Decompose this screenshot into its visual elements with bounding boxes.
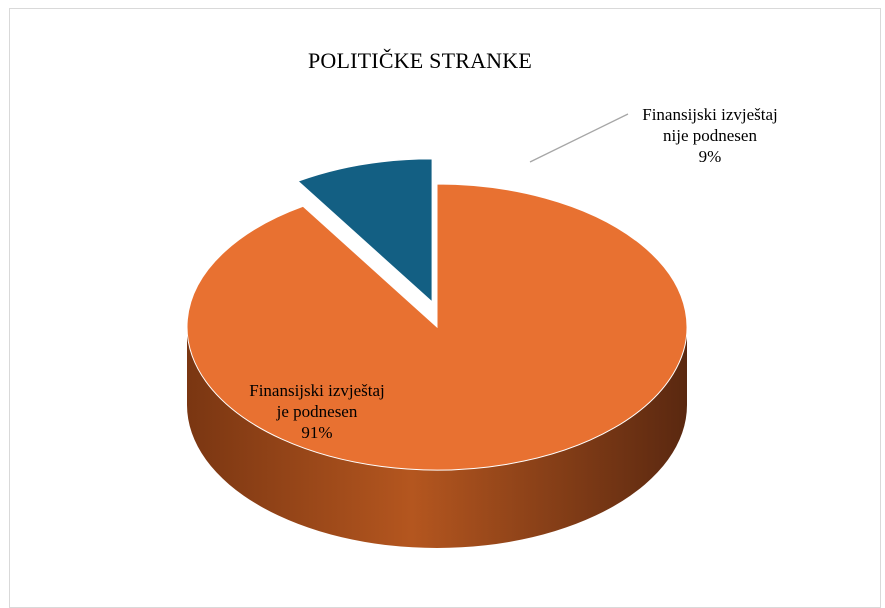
slice-label-line-1: Finansijski izvještaj [642,105,778,124]
slice-side-orange [187,327,687,548]
chart-title: POLITIČKE STRANKE [307,48,532,73]
leader-line [529,113,629,163]
slice-top-orange [186,183,688,471]
slice-percent-label: 9% [698,147,722,166]
pie-chart [186,113,688,548]
slice-label-submitted: Finansijski izvještaj je podnesen 91% [232,380,402,443]
slice-percent-label: 91% [301,423,333,442]
slice-label-line-2: je podnesen [276,402,358,421]
slice-top-blue [297,158,433,304]
slice-label-line-1: Finansijski izvještaj [249,381,385,400]
slice-label-not-submitted: Finansijski izvještaj nije podnesen 9% [625,104,795,167]
slice-label-line-2: nije podnesen [663,126,757,145]
